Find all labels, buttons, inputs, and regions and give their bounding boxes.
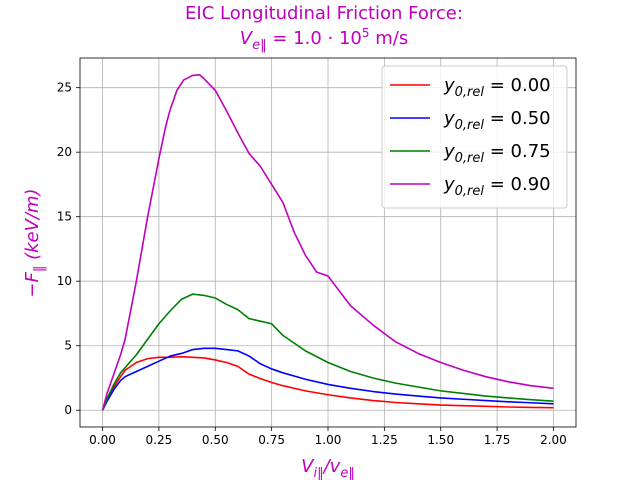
legend-value: = 0.00	[484, 75, 551, 96]
series-line-1	[101, 347, 554, 411]
legend-label-1: y0,rel = 0.50	[443, 108, 551, 133]
xlabel-den-sub: e‖	[340, 466, 355, 480]
x-tick-label: 1.00	[315, 433, 342, 447]
xlabel-num-sub: i‖	[313, 466, 323, 480]
legend-sub: 0,rel	[455, 151, 485, 166]
chart-title-line1: EIC Longitudinal Friction Force:	[185, 3, 463, 24]
y-axis-label: −F‖ (keV/m)	[22, 188, 47, 297]
legend-value: = 0.50	[484, 108, 551, 129]
series-line-2	[101, 293, 554, 411]
y-tick-label: 15	[57, 210, 72, 224]
x-axis-label: Vi‖/ve‖	[301, 456, 355, 480]
legend-sub: 0,rel	[455, 184, 485, 199]
y-tick-label: 25	[57, 81, 72, 95]
x-tick-label: 1.50	[427, 433, 454, 447]
title-var: V	[240, 28, 254, 49]
legend-label-3: y0,rel = 0.90	[443, 174, 551, 199]
legend-var: y	[443, 141, 455, 162]
title-exponent: 5	[362, 26, 370, 40]
x-axis-ticks: 0.00 0.25 0.50 0.75 1.00 1.25 1.50 1.75 2.00	[89, 427, 567, 447]
x-tick-label: 1.25	[371, 433, 398, 447]
y-tick-label: 20	[57, 145, 72, 159]
series-line-0	[101, 355, 554, 411]
title-unit: m/s	[370, 28, 409, 49]
series-lines	[101, 73, 554, 411]
x-tick-label: 0.75	[258, 433, 285, 447]
xlabel-num: V	[301, 456, 315, 477]
x-tick-label: 0.50	[202, 433, 229, 447]
legend-var: y	[443, 108, 455, 129]
legend-var: y	[443, 75, 455, 96]
chart-title-line2: Ve‖ = 1.0 · 105 m/s	[240, 26, 408, 53]
series-line-3	[101, 73, 554, 411]
y-tick-label: 5	[64, 339, 72, 353]
legend-label-0: y0,rel = 0.00	[443, 75, 551, 100]
x-tick-label: 2.00	[540, 433, 567, 447]
legend-label-2: y0,rel = 0.75	[443, 141, 551, 166]
title-value: = 1.0 · 10	[267, 28, 362, 49]
legend-value: = 0.75	[484, 141, 551, 162]
x-tick-label: 0.00	[89, 433, 116, 447]
x-tick-label: 1.75	[484, 433, 511, 447]
ylabel-unit: (keV/m)	[22, 188, 43, 265]
y-tick-label: 0	[64, 403, 72, 417]
legend-var: y	[443, 174, 455, 195]
y-tick-label: 10	[57, 274, 72, 288]
ylabel-sub: ‖	[32, 266, 47, 273]
legend-sub: 0,rel	[455, 85, 485, 100]
legend-sub: 0,rel	[455, 118, 485, 133]
legend-value: = 0.90	[484, 174, 551, 195]
x-tick-label: 0.25	[146, 433, 173, 447]
title-var-subscript: e‖	[252, 38, 267, 53]
ylabel-main: −F	[22, 271, 43, 297]
xlabel-slash: /v	[322, 456, 341, 477]
legend-box	[381, 65, 568, 209]
y-axis-ticks: 0 5 10 15 20 25	[57, 81, 80, 417]
